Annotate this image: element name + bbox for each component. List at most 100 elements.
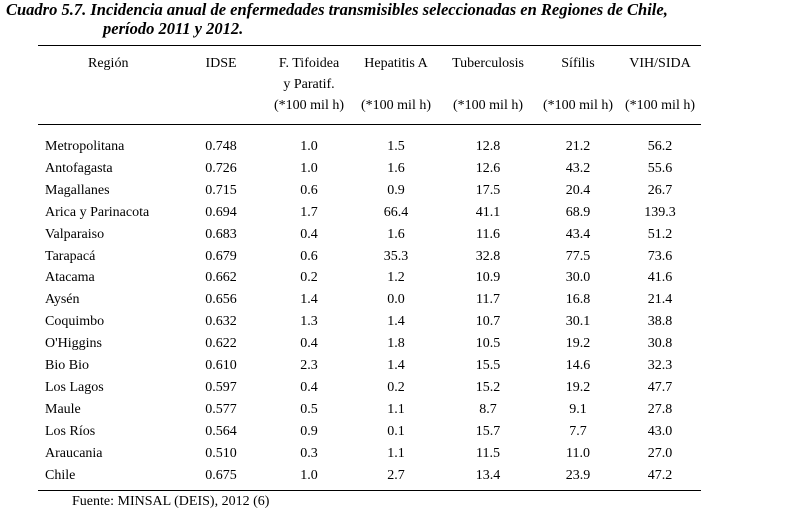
value-cell-tifoidea: 0.6 (300, 248, 318, 264)
table-row: Antofagasta 0.726 1.0 1.6 12.6 43.2 55.6 (0, 158, 806, 179)
value-cell-sifilis: 19.2 (565, 379, 591, 395)
value-cell-hepatitis: 35.3 (383, 248, 409, 264)
region-name-cell: Los Ríos (45, 423, 96, 439)
value-cell-hepatitis: 1.8 (387, 336, 405, 352)
value-cell-vih: 32.3 (647, 358, 673, 373)
value-cell-hepatitis: 1.6 (387, 226, 405, 242)
value-cell-sifilis: 7.7 (569, 423, 587, 439)
region-name-cell: Coquimbo (45, 314, 105, 330)
table-row: Maule 0.577 0.5 1.1 8.7 9.1 27.8 (0, 399, 806, 420)
region-name-cell: Metropolitana (45, 139, 125, 154)
value-cell-sifilis: 20.4 (565, 182, 591, 198)
column-header-line: (*100 mil h) (453, 98, 523, 113)
column-header-line (600, 74, 720, 95)
value-cell-sifilis: 30.0 (565, 270, 591, 286)
table-row: Coquimbo 0.632 1.3 1.4 10.7 30.1 38.8 (0, 311, 806, 332)
value-cell-sifilis: 14.6 (565, 358, 591, 373)
column-header-line: VIH/SIDA (629, 56, 691, 71)
value-cell-vih: 56.2 (647, 139, 673, 154)
value-cell-idse: 0.597 (205, 379, 237, 395)
column-header-hepatitis: Hepatitis A (*100 mil h) (336, 53, 456, 116)
value-cell-tifoidea: 0.2 (300, 270, 318, 286)
region-name-cell: O'Higgins (45, 336, 102, 352)
table-row: Aysén 0.656 1.4 0.0 11.7 16.8 21.4 (0, 289, 806, 310)
value-cell-sifilis: 43.4 (565, 226, 591, 242)
table-row: Araucania 0.510 0.3 1.1 11.5 11.0 27.0 (0, 443, 806, 464)
value-cell-tifoidea: 0.4 (300, 226, 318, 242)
value-cell-idse: 0.656 (205, 292, 237, 308)
source-note: Fuente: MINSAL (DEIS), 2012 (6) (72, 494, 270, 509)
title-line-2: período 2011 y 2012. (103, 19, 244, 38)
value-cell-vih: 21.4 (647, 292, 673, 308)
value-cell-hepatitis: 0.2 (387, 379, 405, 395)
value-cell-vih: 55.6 (647, 160, 673, 176)
value-cell-tuberculosis: 10.7 (475, 314, 501, 330)
value-cell-tifoidea: 1.0 (300, 160, 318, 176)
table-row: Arica y Parinacota 0.694 1.7 66.4 41.1 68.9 13… (0, 202, 806, 223)
region-name-cell: Aysén (45, 292, 80, 308)
table-row: Chile 0.675 1.0 2.7 13.4 23.9 47.2 (0, 465, 806, 486)
value-cell-tuberculosis: 12.8 (475, 139, 501, 154)
value-cell-sifilis: 68.9 (565, 204, 591, 220)
value-cell-tifoidea: 0.9 (300, 423, 318, 439)
value-cell-sifilis: 77.5 (565, 248, 591, 264)
value-cell-tuberculosis: 15.5 (475, 358, 501, 373)
value-cell-tifoidea: 1.0 (300, 139, 318, 154)
region-name-cell: Los Lagos (45, 379, 104, 395)
column-header-line: y Paratif. (283, 77, 335, 92)
table-row: Magallanes 0.715 0.6 0.9 17.5 20.4 26.7 (0, 180, 806, 201)
column-header-vih: VIH/SIDA (*100 mil h) (600, 53, 720, 116)
value-cell-tuberculosis: 32.8 (475, 248, 501, 264)
region-name-cell: Magallanes (45, 182, 110, 198)
value-cell-hepatitis: 1.1 (387, 445, 405, 461)
value-cell-idse: 0.694 (205, 204, 237, 220)
table-row: Metropolitana 0.748 1.0 1.5 12.8 21.2 56.2 (0, 136, 806, 157)
value-cell-idse: 0.715 (205, 182, 237, 198)
value-cell-idse: 0.675 (205, 467, 237, 483)
region-name-cell: Atacama (45, 270, 95, 286)
value-cell-idse: 0.662 (205, 270, 237, 286)
value-cell-hepatitis: 0.9 (387, 182, 405, 198)
column-header-line: IDSE (205, 56, 237, 71)
value-cell-tuberculosis: 17.5 (475, 182, 501, 198)
value-cell-tifoidea: 0.4 (300, 379, 318, 395)
value-cell-vih: 47.2 (647, 467, 673, 483)
value-cell-hepatitis: 0.0 (387, 292, 405, 308)
value-cell-vih: 51.2 (647, 226, 673, 242)
value-cell-vih: 73.6 (647, 248, 673, 264)
column-header-line: (*100 mil h) (543, 98, 613, 113)
value-cell-sifilis: 9.1 (569, 401, 587, 417)
value-cell-vih: 41.6 (647, 270, 673, 286)
column-header-tifoidea: F. Tifoidea y Paratif. (*100 mil h) (249, 53, 369, 116)
table-title: Cuadro 5.7. Incidencia anual de enfermed… (6, 0, 668, 38)
value-cell-vih: 139.3 (644, 204, 676, 220)
value-cell-vih: 38.8 (647, 314, 673, 330)
region-name-cell: Arica y Parinacota (45, 204, 150, 220)
value-cell-hepatitis: 2.7 (387, 467, 405, 483)
value-cell-sifilis: 19.2 (565, 336, 591, 352)
value-cell-hepatitis: 1.6 (387, 160, 405, 176)
column-header-line: Tuberculosis (452, 56, 524, 71)
column-header-idse: IDSE (161, 53, 281, 74)
value-cell-sifilis: 30.1 (565, 314, 591, 330)
value-cell-tifoidea: 2.3 (300, 358, 318, 373)
value-cell-sifilis: 23.9 (565, 467, 591, 483)
column-header-line: (*100 mil h) (274, 98, 344, 113)
value-cell-tifoidea: 0.3 (300, 445, 318, 461)
value-cell-vih: 27.8 (647, 401, 673, 417)
value-cell-tifoidea: 0.5 (300, 401, 318, 417)
value-cell-idse: 0.748 (205, 139, 237, 154)
value-cell-tifoidea: 0.4 (300, 336, 318, 352)
value-cell-vih: 43.0 (647, 423, 673, 439)
value-cell-idse: 0.622 (205, 336, 237, 352)
table-row: Los Ríos 0.564 0.9 0.1 15.7 7.7 43.0 (0, 421, 806, 442)
column-header-tuberculosis: Tuberculosis (*100 mil h) (428, 53, 548, 116)
value-cell-hepatitis: 1.4 (387, 314, 405, 330)
value-cell-vih: 47.7 (647, 379, 673, 395)
value-cell-tifoidea: 1.3 (300, 314, 318, 330)
value-cell-hepatitis: 1.2 (387, 270, 405, 286)
value-cell-vih: 26.7 (647, 182, 673, 198)
table-row: Tarapacá 0.679 0.6 35.3 32.8 77.5 73.6 (0, 246, 806, 267)
region-name-cell: Chile (45, 467, 76, 483)
value-cell-sifilis: 43.2 (565, 160, 591, 176)
